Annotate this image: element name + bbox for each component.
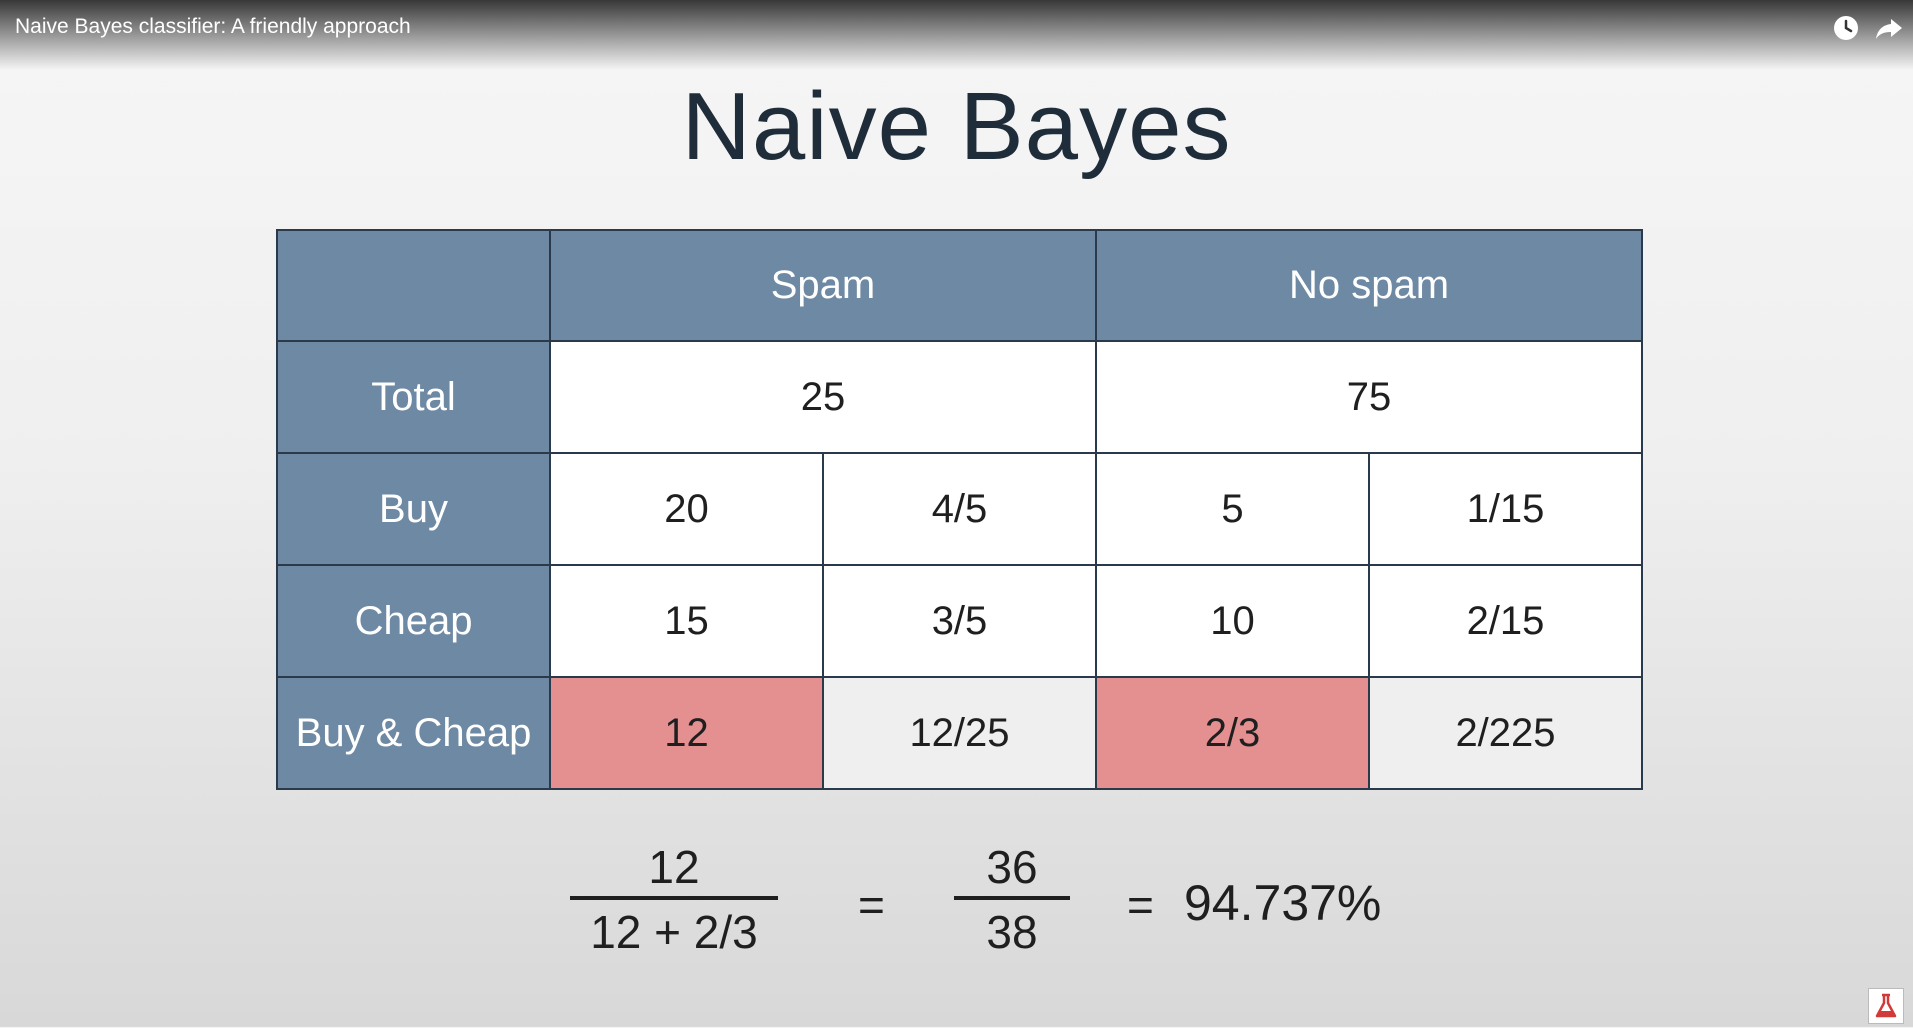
watch-later-icon[interactable] bbox=[1831, 13, 1861, 43]
row-label-buy: Buy bbox=[276, 452, 551, 566]
cheap-spam-prob-cell: 3/5 bbox=[822, 564, 1097, 678]
channel-logo-icon[interactable] bbox=[1868, 988, 1904, 1024]
row-label-buy-cheap: Buy & Cheap bbox=[276, 676, 551, 790]
table-row-buy: Buy 20 4/5 5 1/15 bbox=[276, 452, 1643, 566]
cheap-spam-count-cell: 15 bbox=[549, 564, 824, 678]
video-top-bar: Naive Bayes classifier: A friendly appro… bbox=[0, 0, 1913, 70]
fraction-first-numerator: 12 bbox=[648, 841, 700, 893]
table-row-total: Total 25 75 bbox=[276, 340, 1643, 454]
fraction-first-bar bbox=[570, 896, 778, 900]
buy-spam-prob-cell: 4/5 bbox=[822, 452, 1097, 566]
fraction-first-denominator: 12 + 2/3 bbox=[590, 906, 758, 958]
slide-title: Naive Bayes bbox=[681, 73, 1232, 180]
header-no-spam: No spam bbox=[1095, 229, 1643, 342]
table-header-row: Spam No spam bbox=[276, 229, 1643, 342]
probability-formula: 12 12 + 2/3 = 36 38 = 94.737% bbox=[0, 838, 1913, 968]
fraction-second-denominator: 38 bbox=[986, 906, 1038, 958]
buy-spam-count-cell: 20 bbox=[549, 452, 824, 566]
table-row-buy-cheap: Buy & Cheap 12 12/25 2/3 2/225 bbox=[276, 676, 1643, 790]
spam-total-cell: 25 bbox=[549, 340, 1097, 454]
row-label-total: Total bbox=[276, 340, 551, 454]
row-label-cheap: Cheap bbox=[276, 564, 551, 678]
table-row-cheap: Cheap 15 3/5 10 2/15 bbox=[276, 564, 1643, 678]
formula-result: 94.737% bbox=[1184, 875, 1382, 931]
buy-cheap-spam-count-cell: 12 bbox=[549, 676, 824, 790]
no-spam-total-cell: 75 bbox=[1095, 340, 1643, 454]
buy-cheap-spam-prob-cell: 12/25 bbox=[822, 676, 1097, 790]
buy-no-spam-count-cell: 5 bbox=[1095, 452, 1370, 566]
equals-sign-second: = bbox=[1127, 879, 1154, 931]
buy-no-spam-prob-cell: 1/15 bbox=[1368, 452, 1643, 566]
equals-sign-first: = bbox=[858, 879, 885, 931]
cheap-no-spam-prob-cell: 2/15 bbox=[1368, 564, 1643, 678]
fraction-second-numerator: 36 bbox=[986, 841, 1038, 893]
video-title[interactable]: Naive Bayes classifier: A friendly appro… bbox=[15, 15, 411, 38]
buy-cheap-no-spam-count-cell: 2/3 bbox=[1095, 676, 1370, 790]
header-spam: Spam bbox=[549, 229, 1097, 342]
flask-icon bbox=[1875, 993, 1897, 1018]
fraction-first: 12 12 + 2/3 bbox=[570, 838, 778, 964]
share-icon[interactable] bbox=[1874, 13, 1904, 43]
naive-bayes-table: Spam No spam Total 25 75 Buy 20 4/5 5 1/… bbox=[276, 229, 1643, 790]
fraction-second-bar bbox=[954, 896, 1070, 900]
table-corner-cell bbox=[276, 229, 551, 342]
buy-cheap-no-spam-prob-cell: 2/225 bbox=[1368, 676, 1643, 790]
cheap-no-spam-count-cell: 10 bbox=[1095, 564, 1370, 678]
fraction-second: 36 38 bbox=[954, 838, 1070, 964]
